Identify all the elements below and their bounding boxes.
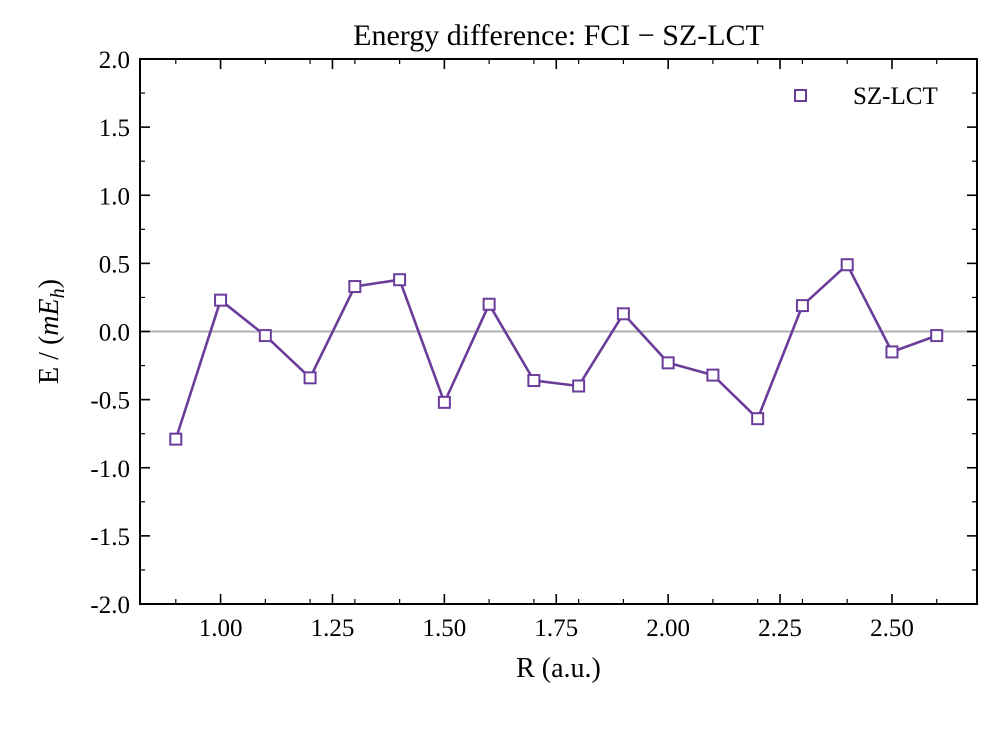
y-tick-label: 0.5 (99, 251, 130, 278)
y-axis-label-prefix: E / ( (34, 336, 65, 384)
data-point (616, 307, 630, 321)
x-tick-label: 1.50 (422, 615, 466, 642)
data-point (572, 379, 586, 393)
y-tick-label: -1.5 (90, 524, 130, 551)
data-point (214, 293, 228, 307)
data-point (348, 280, 362, 294)
data-point (258, 329, 272, 343)
y-tick-label: 1.0 (99, 183, 130, 210)
y-axis-label-subscript: h (47, 288, 69, 298)
x-tick-label: 1.25 (311, 615, 355, 642)
y-tick-label: -1.0 (90, 456, 130, 483)
data-point (930, 329, 944, 343)
data-point (706, 368, 720, 382)
y-tick-label: 2.0 (99, 47, 130, 74)
x-tick-label: 1.00 (199, 615, 243, 642)
data-point (437, 395, 451, 409)
data-point (303, 371, 317, 385)
y-tick-label: 1.5 (99, 115, 130, 142)
y-axis-label-math: mE (34, 298, 65, 335)
y-axis-label: E / (mEh) (34, 279, 69, 384)
data-point (751, 412, 765, 426)
data-point (840, 258, 854, 272)
x-tick-label: 2.00 (646, 615, 690, 642)
data-point (393, 273, 407, 287)
series-line-sz-lct (174, 263, 938, 440)
chart-title: Energy difference: FCI − SZ-LCT (353, 19, 764, 52)
data-point (527, 374, 541, 388)
y-tick-label: -2.0 (90, 592, 130, 619)
x-tick-label: 2.50 (870, 615, 914, 642)
data-point (795, 299, 809, 313)
legend: SZ-LCT (794, 83, 938, 110)
x-axis-label: R (a.u.) (516, 653, 601, 684)
data-point (169, 432, 183, 446)
legend-marker (794, 89, 807, 102)
legend-label-sz-lct: SZ-LCT (853, 83, 938, 110)
data-point (482, 297, 496, 311)
y-tick-label: -0.5 (90, 388, 130, 415)
x-tick-label: 1.75 (534, 615, 578, 642)
x-tick-label: 2.25 (758, 615, 802, 642)
y-tick-label: 0.0 (99, 320, 130, 347)
data-point (661, 356, 675, 370)
data-point (885, 345, 899, 359)
y-axis-label-suffix: ) (34, 279, 65, 288)
